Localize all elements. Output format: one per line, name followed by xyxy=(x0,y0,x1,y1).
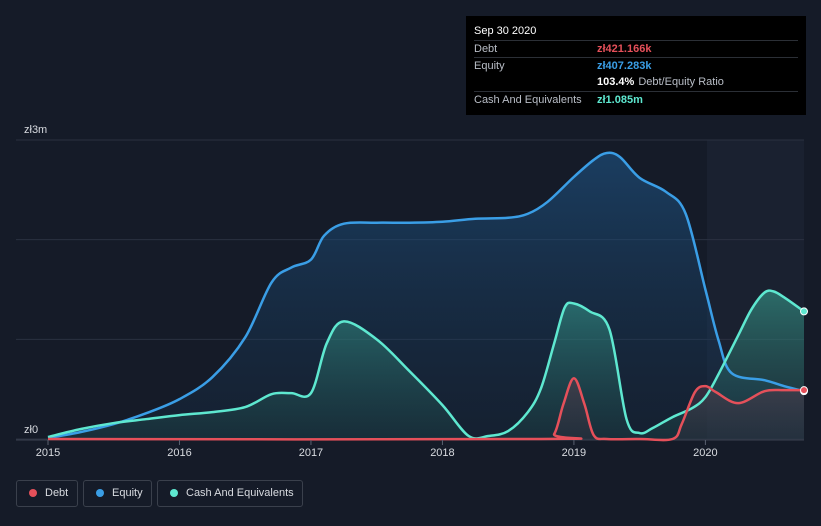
legend-label-debt: Debt xyxy=(45,487,69,499)
x-axis-ticks: 2015 2016 2017 2018 2019 2020 xyxy=(36,440,718,459)
legend-item-cash[interactable]: Cash And Equivalents xyxy=(157,480,303,507)
legend-dot-debt xyxy=(29,489,37,497)
x-tick-label: 2020 xyxy=(693,447,717,459)
cash-and-equivalents-line xyxy=(47,289,805,440)
debt-line xyxy=(47,376,805,442)
y-axis-bottom-label: zł0 xyxy=(24,424,38,436)
x-tick-label: 2018 xyxy=(430,447,454,459)
tooltip-label: Cash And Equivalents xyxy=(474,94,582,106)
tooltip-date: Sep 30 2020 xyxy=(474,25,537,37)
x-tick-label: 2016 xyxy=(167,447,191,459)
legend-label-equity: Equity xyxy=(112,487,143,499)
tooltip-value-debt: zł421.166k xyxy=(597,43,652,55)
legend-label-cash: Cash And Equivalents xyxy=(186,487,294,499)
tooltip-row-equity: Equity zł407.283k xyxy=(474,57,798,75)
legend-item-debt[interactable]: Debt xyxy=(16,480,78,507)
series-areas xyxy=(48,152,804,441)
y-axis-top-label: zł3m xyxy=(24,124,47,136)
cash-and-equivalents-area xyxy=(48,290,804,439)
tooltip-ratio-value: 103.4% xyxy=(597,76,635,88)
equity-line xyxy=(47,151,805,440)
tooltip-value-cash: zł1.085m xyxy=(597,94,643,106)
series-lines xyxy=(47,151,808,442)
tooltip-row-cash: Cash And Equivalents zł1.085m xyxy=(474,91,798,109)
tooltip-row-debt: Debt zł421.166k xyxy=(474,40,798,58)
x-tick-label: 2015 xyxy=(36,447,60,459)
tooltip-panel: Sep 30 2020 Debt zł421.166k Equity zł407… xyxy=(466,16,806,115)
tooltip-value-equity: zł407.283k xyxy=(597,60,652,72)
legend-dot-equity xyxy=(96,489,104,497)
x-tick-label: 2019 xyxy=(562,447,586,459)
tooltip-ratio-suffix: Debt/Equity Ratio xyxy=(638,76,724,88)
debt-area xyxy=(48,378,804,441)
legend-dot-cash xyxy=(170,489,178,497)
tooltip-label: Equity xyxy=(474,60,505,72)
tooltip-label: Debt xyxy=(474,43,498,55)
x-tick-label: 2017 xyxy=(299,447,323,459)
cash-and-equivalents-end-point xyxy=(800,307,808,316)
legend-item-equity[interactable]: Equity xyxy=(83,480,152,507)
tooltip-ratio: 103.4% Debt/Equity Ratio xyxy=(597,76,724,88)
debt-end-point xyxy=(800,386,808,395)
tooltip-row-ratio: 103.4% Debt/Equity Ratio xyxy=(474,74,798,91)
